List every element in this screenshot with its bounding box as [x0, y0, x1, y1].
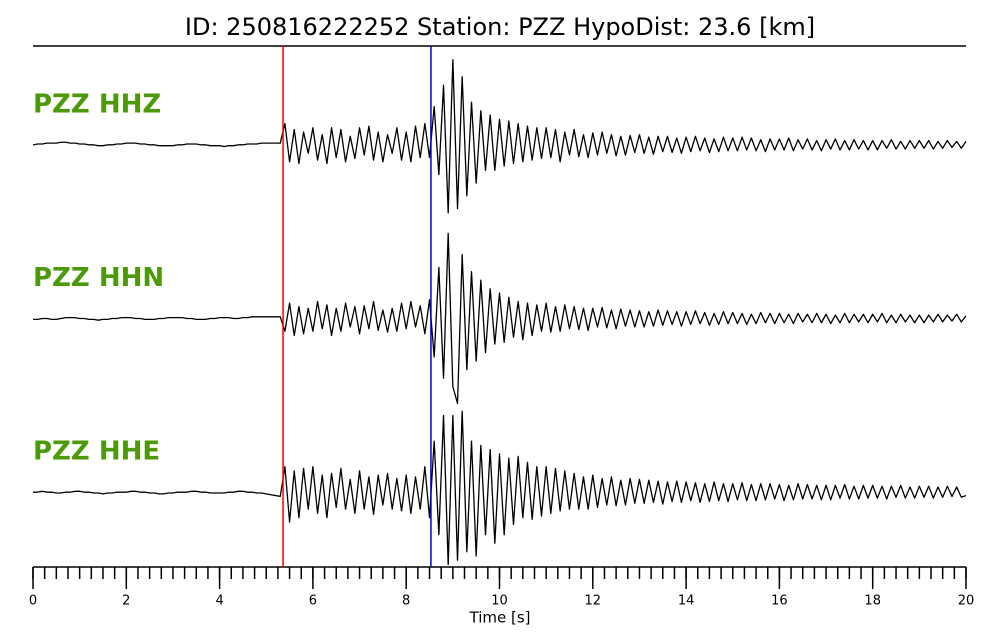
x-axis-label: Time [s]	[469, 609, 531, 627]
waveform	[32, 59, 967, 214]
x-tick-label: 0	[29, 594, 37, 609]
x-tick-label: 16	[771, 594, 788, 609]
chart-title: ID: 250816222252 Station: PZZ HypoDist: …	[185, 13, 815, 41]
trace-label: PZZ HHN	[33, 263, 164, 293]
waveform	[33, 232, 967, 405]
x-tick-label: 8	[402, 594, 410, 609]
trace-label: PZZ HHE	[33, 437, 160, 467]
x-tick-label: 14	[678, 594, 695, 609]
x-tick-label: 2	[122, 594, 130, 609]
x-tick-label: 10	[491, 594, 508, 609]
waveform	[33, 410, 967, 566]
x-tick-label: 20	[958, 594, 975, 609]
trace-label: PZZ HHZ	[33, 89, 161, 119]
x-tick-label: 6	[309, 594, 317, 609]
x-tick-label: 4	[215, 594, 223, 609]
x-tick-label: 12	[585, 594, 602, 609]
x-tick-label: 18	[864, 594, 881, 609]
